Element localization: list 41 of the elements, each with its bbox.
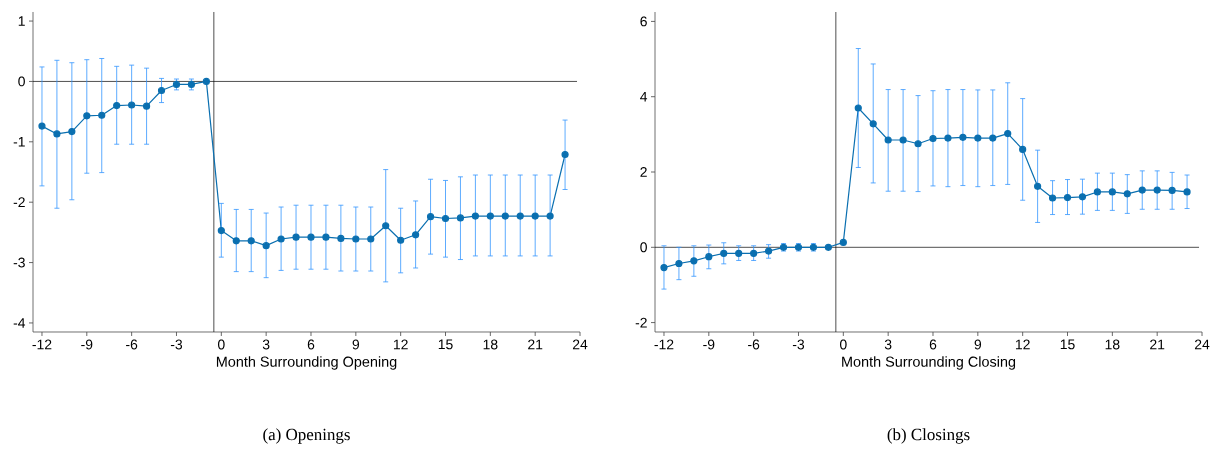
x-tick-label: 3 bbox=[884, 339, 892, 350]
y-tick-label: 0 bbox=[640, 242, 647, 253]
x-tick-label: 6 bbox=[929, 339, 937, 350]
x-tick-label: -3 bbox=[170, 339, 183, 350]
x-tick-label: 0 bbox=[839, 339, 847, 350]
y-tick-label: -2 bbox=[13, 197, 25, 208]
y-tick-label: 0 bbox=[18, 76, 25, 87]
x-axis-title: Month Surrounding Closing bbox=[842, 356, 1016, 370]
y-tick-label: 4 bbox=[640, 91, 648, 102]
x-tick-label: -3 bbox=[792, 339, 805, 350]
x-tick-label: 15 bbox=[1060, 339, 1075, 350]
y-tick-label: -3 bbox=[13, 257, 25, 268]
text: (a) Openings bbox=[263, 428, 350, 444]
x-tick-label: -9 bbox=[81, 339, 93, 350]
x-tick-label: 0 bbox=[217, 339, 225, 350]
x-tick-label: 9 bbox=[974, 339, 982, 350]
x-tick-label: 3 bbox=[262, 339, 270, 350]
x-tick-label: 9 bbox=[352, 339, 360, 350]
x-tick-label: -9 bbox=[703, 339, 715, 350]
x-tick-label: 24 bbox=[1194, 339, 1210, 350]
x-tick-label: -12 bbox=[32, 339, 52, 350]
x-tick-label: 15 bbox=[438, 339, 453, 350]
x-tick-label: 6 bbox=[307, 339, 315, 350]
x-tick-label: 21 bbox=[1150, 339, 1165, 350]
text: (b) Closings bbox=[887, 428, 970, 444]
x-tick-label: 21 bbox=[528, 339, 543, 350]
y-tick-label: -4 bbox=[13, 318, 26, 328]
y-tick-label: 6 bbox=[640, 16, 647, 27]
x-tick-label: -12 bbox=[654, 339, 674, 350]
x-tick-label: 18 bbox=[1105, 339, 1120, 350]
x-tick-label: 12 bbox=[393, 339, 408, 350]
x-tick-label: 24 bbox=[572, 339, 588, 350]
x-tick-label: 18 bbox=[483, 339, 498, 350]
y-tick-label: -1 bbox=[13, 137, 25, 147]
y-tick-label: -2 bbox=[635, 317, 647, 328]
x-axis-title: Month Surrounding Opening bbox=[216, 356, 397, 370]
x-tick-label: 12 bbox=[1015, 339, 1030, 350]
x-tick-label: -6 bbox=[126, 339, 138, 350]
y-tick-label: 1 bbox=[18, 16, 25, 26]
x-tick-label: -6 bbox=[748, 339, 760, 350]
y-tick-label: 2 bbox=[640, 167, 647, 177]
